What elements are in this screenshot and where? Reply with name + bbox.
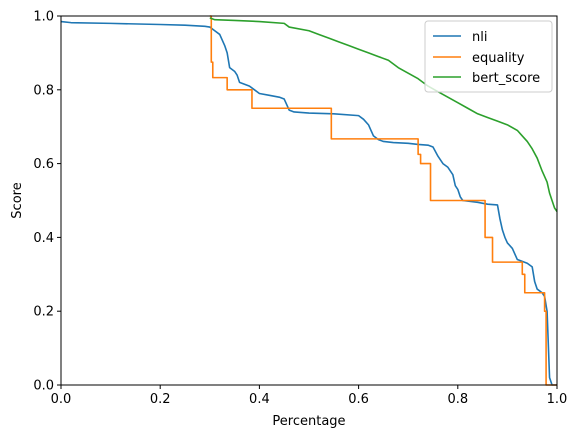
y-tick-label: 1.0	[33, 10, 54, 25]
series-line-equality	[209, 15, 557, 386]
y-axis: 0.0 0.2 0.4 0.6 0.8 1.0	[33, 10, 61, 394]
plot-frame	[60, 15, 558, 386]
x-axis-label: Percentage	[272, 414, 345, 429]
x-tick-label: 0.4	[249, 392, 270, 407]
y-tick-label: 0.4	[33, 231, 54, 246]
legend: nli equality bert_score	[424, 20, 553, 93]
x-tick-label: 0.6	[348, 392, 369, 407]
x-tick-label: 0.8	[447, 392, 468, 407]
x-tick-label: 0.0	[51, 392, 72, 407]
x-axis: 0.0 0.2 0.4 0.6 0.8 1.0	[51, 385, 568, 407]
x-tick-label: 1.0	[547, 392, 568, 407]
y-tick-label: 0.6	[33, 157, 54, 172]
x-tick-label: 0.2	[150, 392, 171, 407]
y-tick-label: 0.0	[33, 379, 54, 394]
y-axis-label: Score	[10, 182, 25, 218]
legend-label-equality: equality	[472, 51, 525, 66]
y-tick-label: 0.2	[33, 305, 54, 320]
y-tick-label: 0.8	[33, 83, 54, 98]
legend-label-bert-score: bert_score	[472, 71, 540, 86]
legend-box	[424, 20, 553, 93]
legend-label-nli: nli	[472, 30, 487, 45]
